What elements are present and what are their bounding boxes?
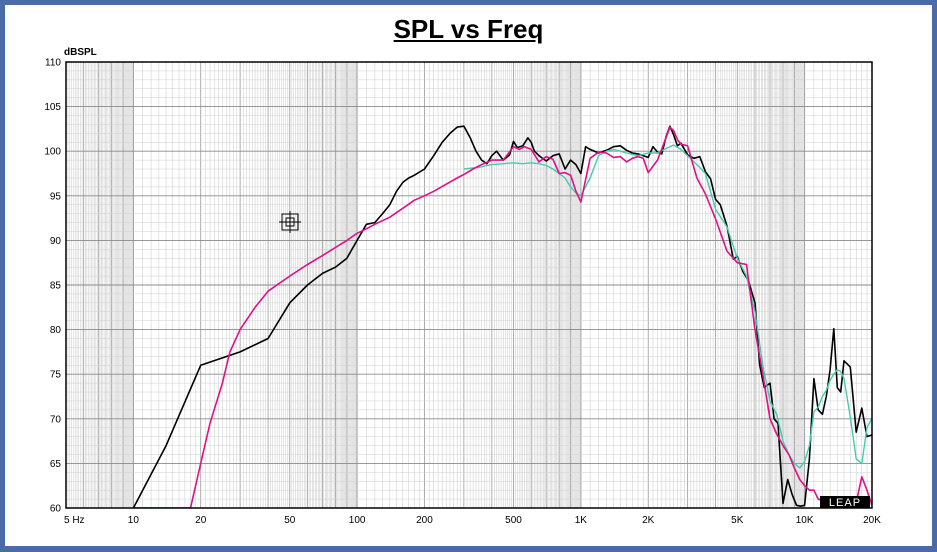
x-tick-label: 20K	[863, 515, 881, 526]
crosshair-cursor-icon[interactable]	[279, 211, 301, 233]
y-tick-label: 75	[50, 370, 62, 381]
y-tick-label: 90	[50, 236, 62, 247]
y-tick-label: 65	[50, 459, 62, 470]
leap-logo: LEAP	[820, 496, 870, 509]
x-tick-label: 2K	[642, 515, 655, 526]
series-line-2	[133, 126, 872, 508]
chart-title: SPL vs Freq	[393, 14, 544, 44]
y-tick-label: 80	[50, 325, 62, 336]
x-tick-label: 5 Hz	[64, 515, 85, 526]
y-tick-label: 110	[45, 58, 61, 69]
x-tick-label: 50	[284, 515, 296, 526]
y-tick-label: 95	[50, 191, 62, 202]
x-tick-label: 1K	[575, 515, 588, 526]
series-line-0	[132, 125, 872, 508]
y-axis-label: dBSPL	[64, 47, 97, 58]
y-tick-label: 70	[50, 414, 62, 425]
y-tick-label: 105	[44, 102, 61, 113]
x-tick-label: 20	[195, 515, 207, 526]
y-tick-labels: 60 65 70 75 80 85 90 95 100 105 110	[44, 58, 61, 515]
x-tick-label: 5K	[731, 515, 744, 526]
x-tick-label: 10	[128, 515, 140, 526]
series-layer	[132, 125, 872, 508]
x-tick-label: 10K	[796, 515, 814, 526]
x-tick-label: 200	[416, 515, 433, 526]
x-tick-label: 500	[505, 515, 522, 526]
y-tick-label: 60	[50, 504, 62, 515]
series-line-1	[463, 144, 872, 469]
y-tick-label: 100	[44, 147, 61, 158]
leap-logo-text: LEAP	[829, 497, 861, 509]
plot-border	[65, 61, 873, 509]
y-tick-label: 85	[50, 281, 62, 292]
x-tick-labels: 5 Hz 10 20 50 100 200 500 1K 2K 5K 10K 20K	[64, 515, 881, 526]
x-tick-label: 100	[349, 515, 366, 526]
